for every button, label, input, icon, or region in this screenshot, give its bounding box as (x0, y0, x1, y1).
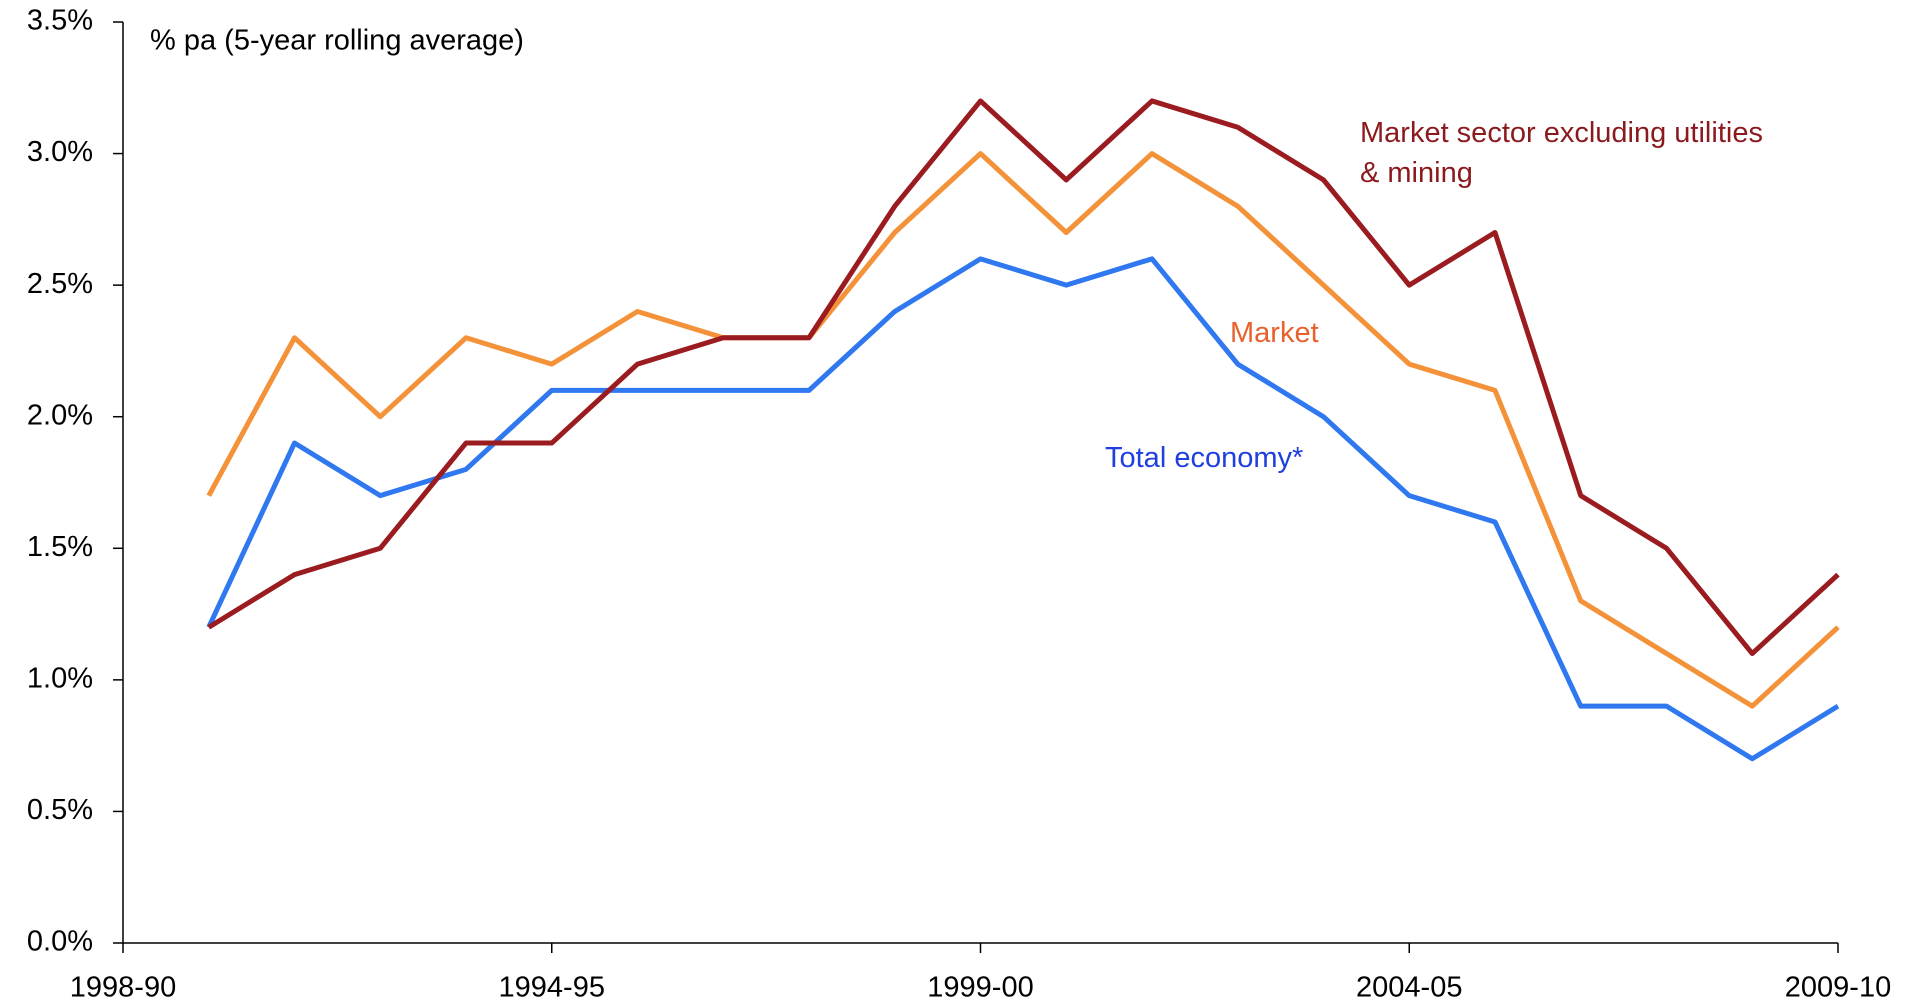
y-tick-label: 1.5% (27, 531, 93, 563)
y-tick-label: 1.0% (27, 663, 93, 695)
x-tick-label: 2004-05 (1356, 972, 1462, 1004)
series-label: Market sector excluding utilities & mini… (1360, 117, 1763, 189)
series-line (206, 256, 1840, 762)
series-label: Total economy* (1105, 442, 1304, 474)
y-tick-label: 0.5% (27, 794, 93, 826)
series-line (207, 98, 1840, 657)
x-tick-label: 1998-90 (70, 972, 176, 1004)
y-tick-label: 2.5% (27, 268, 93, 300)
y-tick-label: 3.5% (27, 5, 93, 37)
series-line (206, 151, 1840, 709)
x-tick-label: 1994-95 (499, 972, 605, 1004)
axis-subtitle: % pa (5-year rolling average) (150, 25, 524, 57)
series-label: Market (1230, 317, 1319, 349)
x-tick-label: 1999-00 (927, 972, 1033, 1004)
y-tick-label: 0.0% (27, 926, 93, 958)
y-tick-label: 2.0% (27, 399, 93, 431)
x-tick-label: 2009-10 (1785, 972, 1891, 1004)
y-tick-label: 3.0% (27, 136, 93, 168)
